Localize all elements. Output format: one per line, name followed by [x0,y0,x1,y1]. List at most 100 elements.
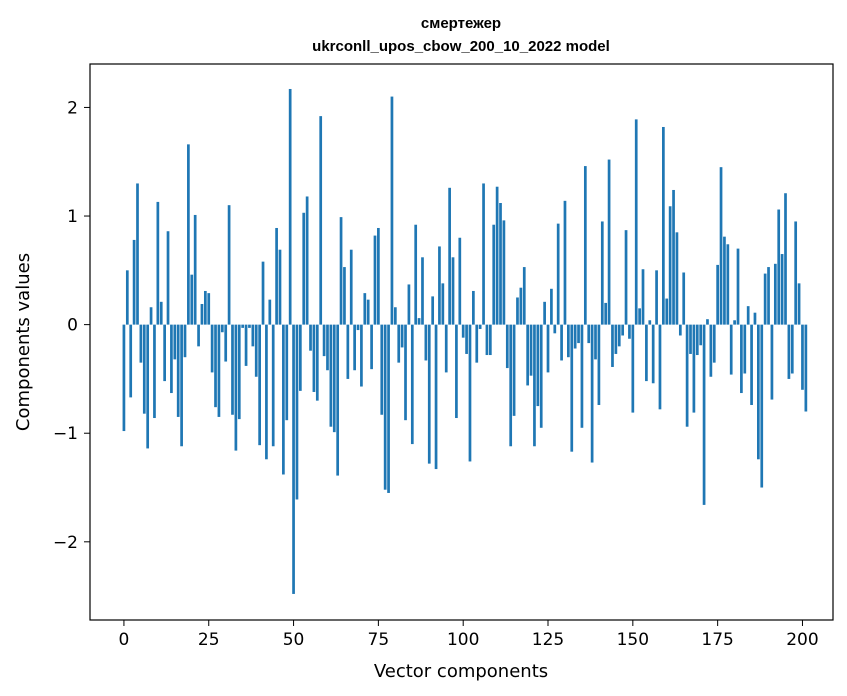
bar [787,324,791,379]
bar [393,307,397,325]
bar [346,324,350,379]
bar [604,302,608,325]
bar [315,324,319,401]
bar [261,261,265,325]
x-axis-label: Vector components [374,661,548,682]
bar [380,324,384,415]
bar [611,324,614,367]
bar [556,223,560,325]
bar [468,324,472,462]
bar [461,324,465,338]
bar [231,324,234,415]
plot-frame [89,63,834,621]
bar [268,299,272,325]
bar [662,126,665,325]
bar [472,290,475,325]
bar [600,221,604,325]
bar [387,324,390,493]
bar [753,312,757,325]
bar [149,307,153,325]
bar [356,324,360,331]
bar [258,324,261,446]
bar [343,267,346,325]
bar [298,324,302,391]
bar [224,324,228,362]
bar [441,283,445,325]
bar [136,183,139,325]
bar [699,324,703,346]
bar [309,324,312,351]
bar [207,293,211,325]
x-tick-label: 175 [701,630,733,650]
bar [390,96,394,325]
bar [505,324,509,369]
bar [349,249,353,325]
x-tick-label: 100 [447,630,479,650]
bar [485,324,489,356]
y-axis-label: Components values [13,253,34,431]
bar [655,270,658,325]
bar [275,227,278,325]
bar [757,324,760,460]
y-tick-label: −1 [53,424,78,444]
bar [237,324,241,420]
bar [567,324,570,358]
bar [397,324,401,363]
bar [665,298,669,325]
bar [278,249,282,325]
bar [716,264,719,325]
bar [373,235,377,325]
bar [522,267,526,325]
bar [570,324,574,452]
x-tick-label: 200 [786,630,818,650]
chart-subtitle: ukrconll_upos_cbow_200_10_2022 model [312,38,610,55]
bar [597,324,601,405]
bar [607,159,611,325]
bar [363,293,367,325]
bar [329,324,333,427]
bar [583,166,587,325]
bar [139,324,143,363]
bar [455,324,458,419]
bar [404,324,407,421]
bar [760,324,764,488]
bar [712,324,716,363]
bar [254,324,258,377]
bar [183,324,187,358]
bar [767,267,770,325]
bar [451,257,455,325]
bar [360,324,363,387]
x-tick-label: 0 [119,630,130,650]
x-axis-ticks: 0 25 50 75 100 125 150 175 200 [119,620,819,650]
bar [200,303,204,325]
bar [305,196,309,325]
bar [617,324,621,347]
bar [302,212,306,325]
bar [326,324,329,371]
bar [502,220,506,325]
bar [163,324,166,382]
bar [533,324,536,447]
bar [424,324,428,361]
bar [733,320,736,325]
bar [187,144,190,325]
bar [763,273,767,325]
bar [790,324,794,374]
bar [482,183,485,325]
bar [251,324,255,347]
bar [166,231,170,325]
bar [427,324,431,464]
bar [339,217,343,325]
bar [804,324,808,412]
bar [478,324,482,329]
bar [217,324,221,417]
bar [740,324,743,394]
bar [526,324,530,386]
bar [648,320,652,325]
bar [736,248,740,325]
bar [241,324,245,328]
bar [142,324,146,414]
chart-title: смертежер [421,15,501,32]
bar [366,299,370,325]
